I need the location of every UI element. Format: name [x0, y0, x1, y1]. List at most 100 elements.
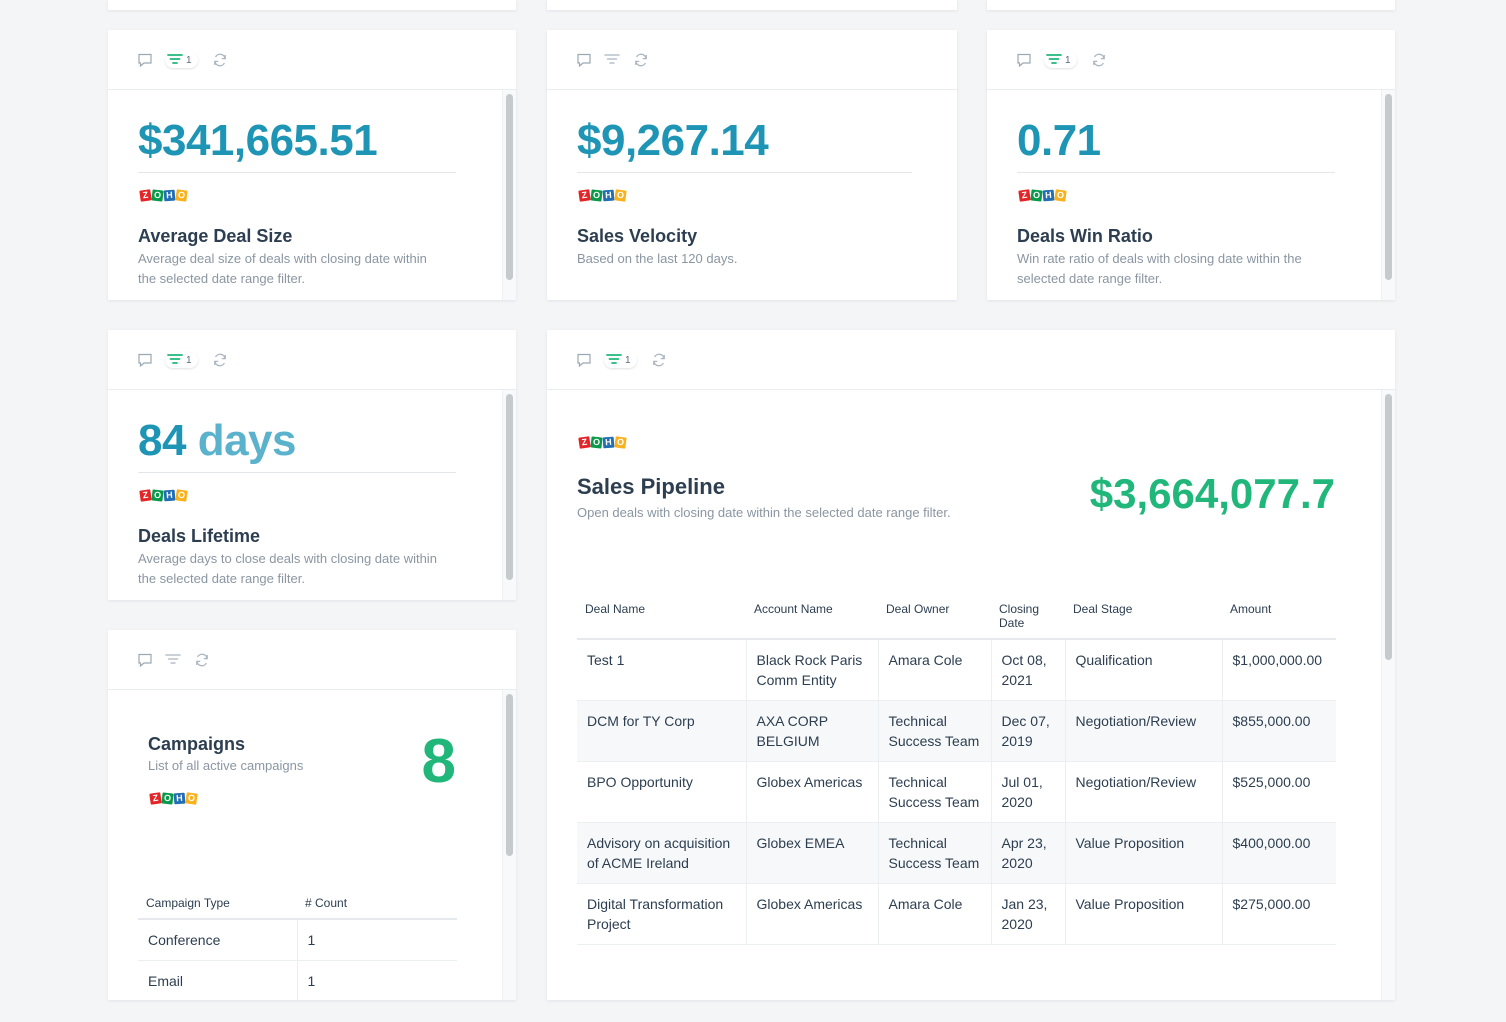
scroll-thumb[interactable] — [1385, 94, 1392, 280]
table-cell: AXA CORP BELGIUM — [745, 700, 878, 762]
filter-icon — [604, 54, 620, 64]
widget-toolbar: 1 — [108, 330, 516, 390]
widget-title: Deals Win Ratio — [1017, 226, 1153, 246]
refresh-icon[interactable] — [1091, 51, 1107, 69]
column-header[interactable]: Deal Owner — [878, 602, 991, 640]
table-row[interactable]: BPO Opportunity Globex Americas Technica… — [577, 761, 1336, 823]
scroll-thumb[interactable] — [1385, 394, 1392, 660]
scroll-thumb[interactable] — [506, 394, 513, 580]
table-cell: $525,000.00 — [1221, 761, 1336, 823]
column-header[interactable]: Amount — [1222, 602, 1336, 640]
filter-button[interactable]: 1 — [604, 351, 637, 369]
column-header[interactable]: Deal Name — [577, 602, 746, 640]
scroll-thumb[interactable] — [506, 694, 513, 856]
comment-icon[interactable] — [576, 351, 592, 369]
table-row[interactable]: Conference 1 — [138, 919, 457, 961]
filter-button[interactable]: 1 — [1044, 51, 1077, 69]
filter-button[interactable]: 1 — [165, 51, 198, 69]
scrollbar[interactable] — [502, 690, 516, 1000]
campaigns-widget: Campaigns List of all active campaigns Z… — [108, 630, 516, 1000]
table-cell: Dec 07, 2019 — [990, 700, 1065, 762]
table-row[interactable]: DCM for TY Corp AXA CORP BELGIUM Technic… — [577, 700, 1336, 762]
filter-icon — [1046, 54, 1062, 64]
table-row[interactable]: Email 1 — [138, 960, 457, 1000]
widget-description: Average days to close deals with closing… — [138, 551, 437, 586]
widget-toolbar — [547, 30, 957, 90]
column-header[interactable]: Account Name — [746, 602, 878, 640]
table-row[interactable]: Advisory on acquisition of ACME Ireland … — [577, 822, 1336, 884]
divider — [577, 172, 912, 173]
campaigns-count: 8 — [421, 727, 456, 796]
comment-icon[interactable] — [137, 351, 153, 369]
table-cell: Digital Transformation Project — [577, 883, 746, 945]
comment-icon[interactable] — [1016, 51, 1032, 69]
widget-description: Win rate ratio of deals with closing dat… — [1017, 251, 1302, 286]
filter-button[interactable] — [165, 651, 181, 669]
card-stub-2 — [547, 0, 957, 10]
table-cell: Value Proposition — [1064, 822, 1222, 884]
widget-toolbar: 1 — [547, 330, 1395, 390]
refresh-icon[interactable] — [651, 351, 667, 369]
table-cell: Globex EMEA — [745, 822, 878, 884]
table-cell: Apr 23, 2020 — [990, 822, 1065, 884]
table-cell: Technical Success Team — [877, 822, 991, 884]
scrollbar[interactable] — [1381, 390, 1395, 1000]
table-cell: 1 — [296, 919, 457, 961]
table-cell: Globex Americas — [745, 883, 878, 945]
table-cell: Technical Success Team — [877, 700, 991, 762]
pipeline-total: $3,664,077.7 — [1089, 470, 1335, 517]
column-header[interactable]: # Count — [297, 896, 457, 920]
filter-button[interactable] — [604, 51, 620, 69]
widget-description: Based on the last 120 days. — [577, 251, 738, 266]
filter-button[interactable]: 1 — [165, 351, 198, 369]
refresh-icon[interactable] — [194, 651, 210, 669]
comment-icon[interactable] — [137, 651, 153, 669]
table-cell: $855,000.00 — [1221, 700, 1336, 762]
table-cell: BPO Opportunity — [577, 761, 746, 823]
scroll-thumb[interactable] — [506, 94, 513, 280]
widget-toolbar: 1 — [108, 30, 516, 90]
widget-description: Open deals with closing date within the … — [577, 505, 951, 520]
scrollbar[interactable] — [1381, 90, 1395, 300]
filter-count: 1 — [186, 54, 192, 66]
widget-description: Average deal size of deals with closing … — [138, 251, 427, 286]
table-cell: 1 — [296, 960, 457, 1000]
table-header-row: Deal Name Account Name Deal Owner Closin… — [577, 602, 1336, 640]
comment-icon[interactable] — [576, 51, 592, 69]
scrollbar[interactable] — [502, 390, 516, 600]
scrollbar[interactable] — [502, 90, 516, 300]
divider — [1017, 172, 1335, 173]
table-cell: DCM for TY Corp — [577, 700, 746, 762]
table-cell: Test 1 — [577, 639, 746, 701]
comment-icon[interactable] — [137, 51, 153, 69]
table-cell: Negotiation/Review — [1064, 761, 1222, 823]
pipeline-table: Deal Name Account Name Deal Owner Closin… — [577, 602, 1336, 945]
table-row[interactable]: Digital Transformation Project Globex Am… — [577, 883, 1336, 945]
column-header[interactable]: Deal Stage — [1065, 602, 1222, 640]
refresh-icon[interactable] — [212, 51, 228, 69]
table-cell: Oct 08, 2021 — [990, 639, 1065, 701]
lifetime-number: 84 — [138, 416, 186, 465]
table-cell: Value Proposition — [1064, 883, 1222, 945]
filter-count: 1 — [1065, 54, 1071, 66]
campaigns-table: Campaign Type # Count Conference 1 Email… — [138, 896, 457, 1000]
refresh-icon[interactable] — [633, 51, 649, 69]
column-header[interactable]: Closing Date — [991, 602, 1065, 640]
filter-icon — [167, 354, 183, 364]
filter-icon — [165, 654, 181, 664]
table-row[interactable]: Test 1 Black Rock Paris Comm Entity Amar… — [577, 639, 1336, 701]
column-header[interactable]: Campaign Type — [138, 896, 297, 920]
table-cell: Qualification — [1064, 639, 1222, 701]
refresh-icon[interactable] — [212, 351, 228, 369]
table-cell: Black Rock Paris Comm Entity — [745, 639, 878, 701]
table-cell: $275,000.00 — [1221, 883, 1336, 945]
widget-title: Sales Velocity — [577, 226, 698, 246]
divider — [138, 472, 456, 473]
